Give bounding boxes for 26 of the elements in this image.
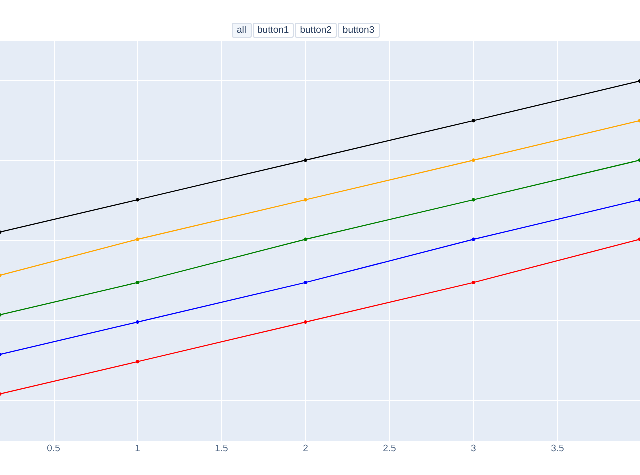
text: button1 [252,23,294,38]
point [472,280,476,284]
x-tick-label: 3 [471,444,476,454]
x-tick-label: 1.5 [215,444,228,454]
x-tick-label: 1 [135,444,140,454]
point [472,158,476,162]
point [136,198,140,202]
point [136,360,140,364]
x-tick-label: 3.5 [551,444,564,454]
x-tick-label: 2.5 [383,444,396,454]
point [472,198,476,202]
text: button2 [295,23,337,38]
text: button3 [338,23,380,38]
point [304,238,308,242]
point [304,198,308,202]
point [304,158,308,162]
point [304,280,308,284]
point [472,119,476,123]
point [304,320,308,324]
x-tick-label: 0.5 [47,444,60,454]
point [472,238,476,242]
point [136,238,140,242]
x-tick-label: 2 [303,444,308,454]
text: all [232,23,252,38]
point [136,320,140,324]
point [136,280,140,284]
